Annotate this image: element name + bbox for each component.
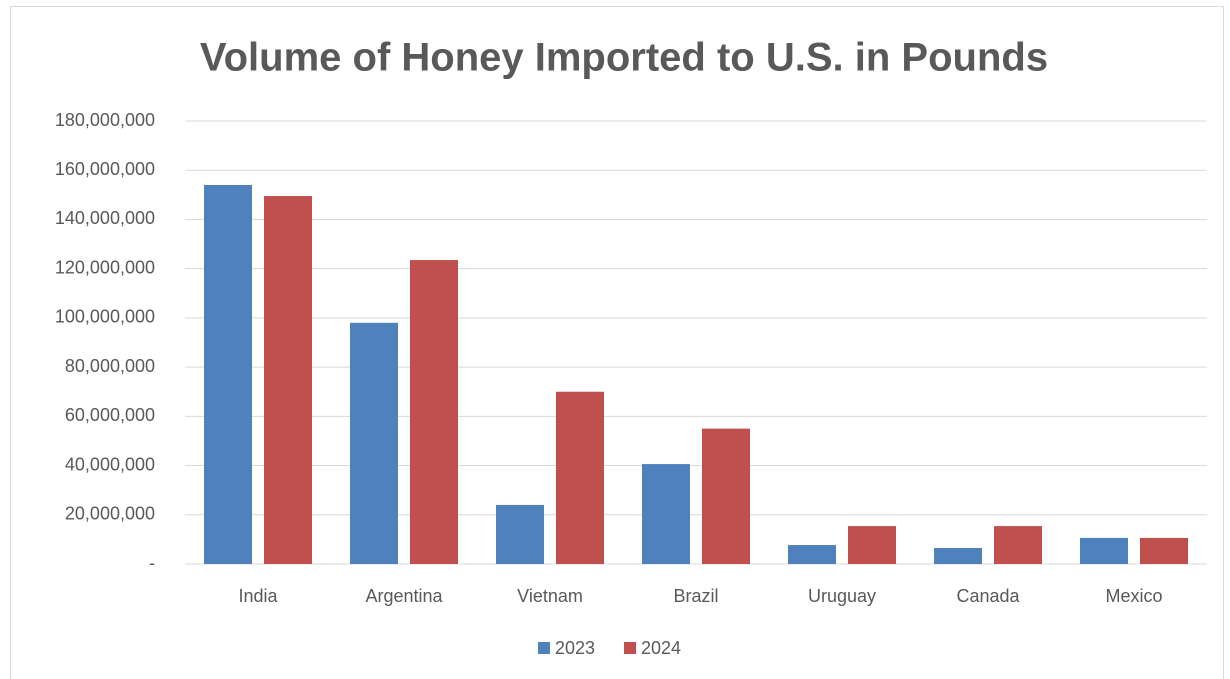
legend-swatch bbox=[624, 642, 636, 654]
bar bbox=[934, 548, 982, 564]
y-tick-label: 140,000,000 bbox=[55, 208, 155, 228]
bar bbox=[204, 184, 252, 564]
chart-frame bbox=[10, 6, 1224, 679]
bar bbox=[264, 196, 312, 564]
bar bbox=[994, 526, 1042, 564]
x-tick-label: Brazil bbox=[673, 586, 718, 606]
bar bbox=[556, 391, 604, 564]
y-tick-label: 40,000,000 bbox=[65, 454, 155, 474]
y-tick-label: 80,000,000 bbox=[65, 356, 155, 376]
legend-swatch bbox=[538, 642, 550, 654]
bar bbox=[848, 526, 896, 564]
legend-label: 2023 bbox=[555, 638, 595, 658]
bar bbox=[1080, 537, 1128, 564]
y-tick-label: 20,000,000 bbox=[65, 504, 155, 524]
x-tick-label: Uruguay bbox=[808, 586, 876, 606]
y-tick-label: 160,000,000 bbox=[55, 159, 155, 179]
x-tick-label: Mexico bbox=[1105, 586, 1162, 606]
bar bbox=[1140, 537, 1188, 564]
y-tick-label: - bbox=[149, 553, 155, 573]
bar bbox=[788, 545, 836, 564]
bar bbox=[410, 260, 458, 564]
chart-title: Volume of Honey Imported to U.S. in Poun… bbox=[200, 36, 1048, 80]
y-tick-label: 120,000,000 bbox=[55, 257, 155, 277]
y-tick-label: 100,000,000 bbox=[55, 307, 155, 327]
bar bbox=[350, 322, 398, 564]
x-tick-label: Canada bbox=[956, 586, 1020, 606]
x-tick-label: India bbox=[238, 586, 278, 606]
bar bbox=[642, 464, 690, 564]
bar bbox=[496, 504, 544, 564]
bar bbox=[702, 428, 750, 564]
x-tick-label: Vietnam bbox=[517, 586, 583, 606]
y-tick-label: 180,000,000 bbox=[55, 110, 155, 130]
x-tick-label: Argentina bbox=[365, 586, 443, 606]
y-tick-label: 60,000,000 bbox=[65, 405, 155, 425]
legend-label: 2024 bbox=[641, 638, 681, 658]
